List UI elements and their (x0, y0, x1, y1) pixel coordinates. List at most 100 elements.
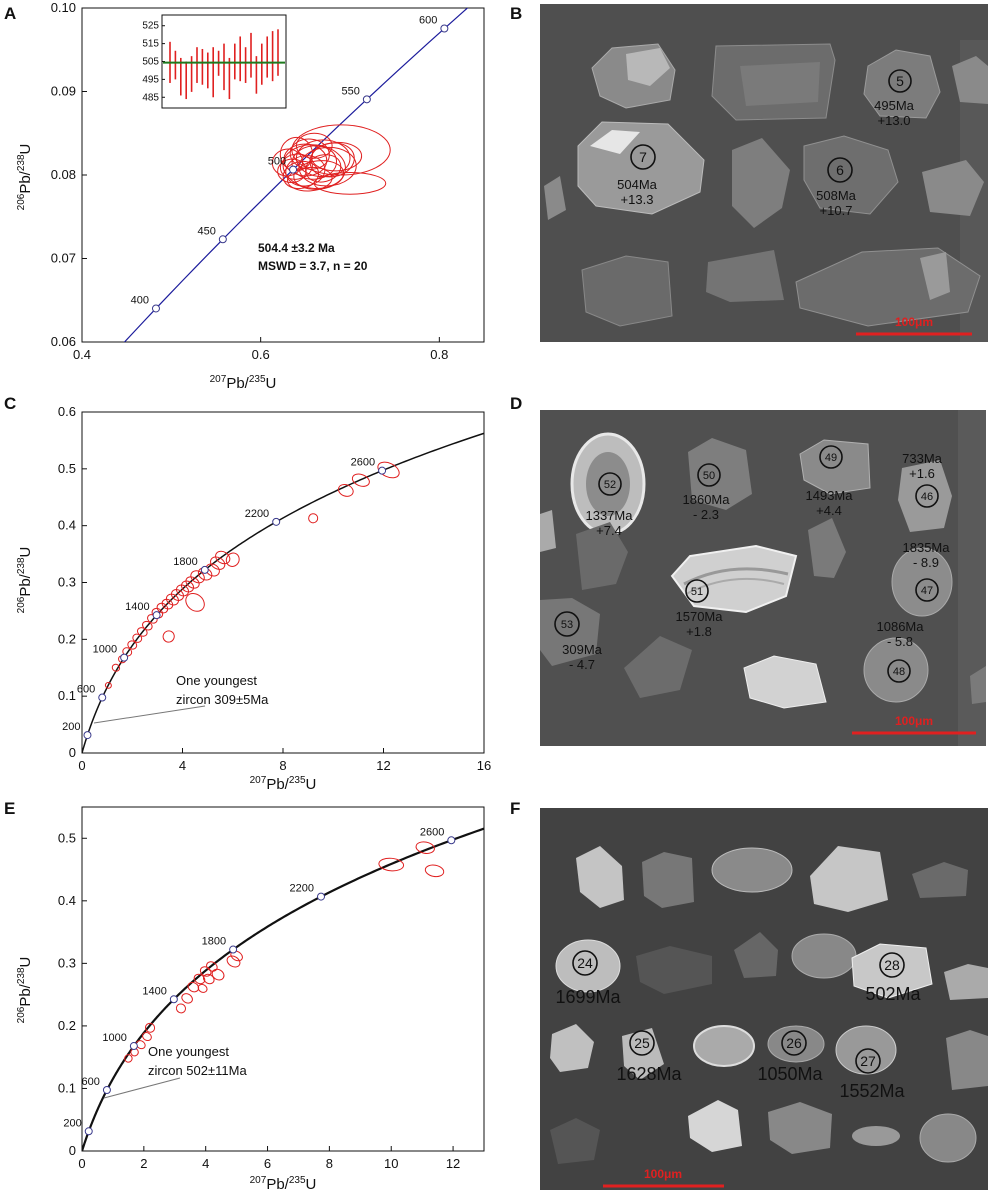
y-tick-label: 0.07 (51, 251, 76, 266)
spot-age: 508Ma (816, 188, 857, 203)
error-ellipse (124, 1054, 133, 1063)
spot-age: 733Ma (902, 451, 943, 466)
panel-label-e: E (4, 799, 15, 818)
leader-line-e (103, 1077, 181, 1099)
x-tick-label: 2 (140, 1156, 147, 1171)
panel-label-b: B (510, 4, 522, 23)
spot-number: 26 (786, 1035, 802, 1051)
error-ellipse (424, 864, 445, 878)
error-ellipse (111, 663, 121, 672)
concordia-curve (82, 432, 484, 753)
age-marker-label: 1800 (173, 556, 197, 568)
spot-number: 50 (703, 470, 715, 482)
x-tick-label: 8 (279, 758, 286, 773)
spot-concordance: +4.4 (816, 503, 842, 518)
error-ellipse (378, 857, 405, 872)
spot-number: 6 (836, 162, 844, 178)
error-ellipse (175, 1003, 187, 1014)
age-marker (447, 836, 456, 845)
age-marker-label: 500 (268, 156, 286, 168)
panel-label-d: D (510, 394, 522, 413)
stats-age: 504.4 ±3.2 Ma (258, 241, 335, 255)
y-tick-label: 0.2 (58, 631, 76, 646)
concordia-chart-e: 0 2 4 6 8 10 12 0 0.1 0.2 0.3 0.4 0.5 200 600 1000 1400 1… (58, 806, 485, 1171)
plot-frame (81, 806, 485, 1152)
spot-concordance: +1.6 (909, 466, 935, 481)
error-ellipse (193, 973, 206, 985)
spot-age: 495Ma (874, 98, 915, 113)
age-marker (362, 95, 371, 104)
error-ellipse (199, 966, 212, 977)
error-ellipse (190, 570, 205, 584)
note-e-line2: zircon 502±11Ma (148, 1063, 247, 1078)
spot-age: 504Ma (617, 177, 658, 192)
error-ellipse (308, 513, 319, 524)
age-marker (440, 24, 449, 33)
error-ellipse (225, 552, 240, 567)
analysis-spot (915, 578, 939, 602)
error-ellipse (135, 1040, 146, 1050)
age-marker-label: 1000 (93, 644, 117, 656)
y-tick-label: 0.6 (58, 404, 76, 419)
spot-age: 1835Ma (903, 540, 951, 555)
age-marker (218, 235, 227, 244)
spot-age: 502Ma (865, 984, 921, 1004)
error-ellipse (313, 171, 387, 195)
age-marker (229, 945, 238, 954)
error-ellipse (337, 483, 354, 497)
error-ellipse (226, 955, 241, 968)
spot-number: 5 (896, 73, 904, 89)
y-tick-label: 0.1 (58, 688, 76, 703)
spot-age: 1570Ma (676, 609, 724, 624)
spot-number: 49 (825, 452, 837, 464)
y-tick-label: 0 (69, 745, 76, 760)
spot-number: 25 (634, 1035, 650, 1051)
error-ellipse (161, 598, 174, 610)
error-ellipse (185, 576, 200, 589)
error-ellipse (185, 593, 205, 612)
error-ellipse (277, 158, 307, 184)
y-tick-label: 0.09 (51, 84, 76, 99)
age-marker (272, 517, 281, 526)
y-tick-label: 0.10 (51, 0, 76, 15)
scale-label-b: 100μm (895, 315, 933, 329)
age-marker-label: 600 (77, 684, 95, 696)
age-marker (200, 565, 209, 574)
analysis-spot (630, 144, 656, 170)
plot-area (82, 827, 484, 1151)
spot-concordance: - 5.8 (887, 634, 913, 649)
age-marker (129, 1042, 138, 1051)
error-ellipse (287, 166, 333, 192)
x-tick-label: 12 (376, 758, 390, 773)
spot-labels-b: 5 495Ma+13.0 7 504Ma+13.3 6 508Ma+10.7 (617, 69, 915, 218)
age-marker-label: 1000 (102, 1032, 126, 1044)
error-ellipse (202, 973, 215, 985)
spot-age: 1628Ma (616, 1064, 682, 1084)
x-tick-label: 0.6 (252, 347, 270, 362)
error-ellipse (162, 630, 175, 643)
age-marker-label: 200 (63, 1117, 81, 1129)
age-marker-label: 2200 (245, 508, 269, 520)
plot-area (82, 432, 484, 753)
error-ellipse (127, 640, 138, 650)
spot-labels-f: 24 1699Ma 28 502Ma 25 1628Ma 26 1050Ma 27 1552Ma (555, 950, 922, 1101)
error-ellipse (351, 473, 370, 487)
concordia-curve (82, 827, 484, 1151)
panel-label-a: A (4, 4, 16, 23)
y-tick-label: 0.08 (51, 167, 76, 182)
age-marker-label: 600 (419, 15, 437, 27)
scale-label-f: 100μm (644, 1167, 682, 1181)
age-marker (169, 995, 178, 1004)
age-marker (120, 653, 129, 662)
spot-age: 1337Ma (586, 508, 634, 523)
analysis-spot (572, 950, 598, 976)
analysis-spot (827, 157, 853, 183)
error-ellipse (142, 620, 153, 631)
x-tick-label: 4 (179, 758, 186, 773)
spot-labels-d: 52 1337Ma+7.4 50 1860Ma- 2.3 49 1493Ma+4.4 46 7… (554, 445, 951, 683)
analysis-spot (554, 611, 580, 637)
analysis-spot (598, 472, 622, 496)
analysis-spot (697, 463, 721, 487)
spot-number: 51 (691, 586, 703, 598)
